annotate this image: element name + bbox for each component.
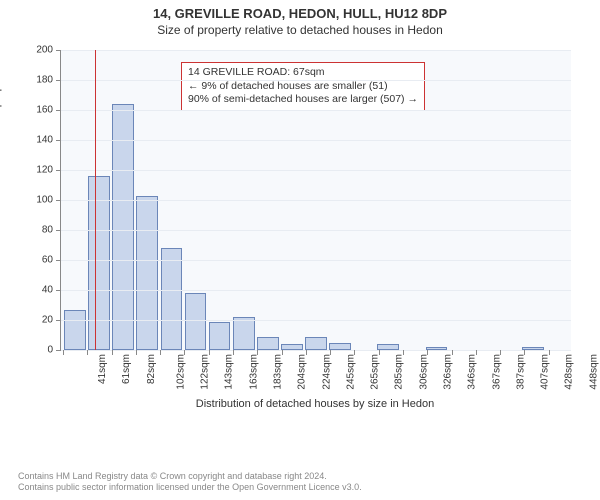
x-tick (452, 350, 453, 355)
x-tick (136, 350, 137, 355)
x-tick-label: 387sqm (515, 354, 526, 390)
x-tick (63, 350, 64, 355)
chart-container: Number of detached properties 14 GREVILL… (0, 40, 600, 420)
x-tick (549, 350, 550, 355)
x-tick-label: 61sqm (121, 354, 132, 384)
x-tick-label: 143sqm (224, 354, 235, 390)
x-tick-label: 224sqm (321, 354, 332, 390)
gridline-h (61, 110, 571, 111)
y-tick (56, 80, 61, 81)
gridline-h (61, 290, 571, 291)
y-tick-label: 200 (36, 45, 53, 56)
x-tick (306, 350, 307, 355)
y-tick-label: 120 (36, 165, 53, 176)
x-tick-label: 448sqm (588, 354, 599, 390)
annotation-line-1: 14 GREVILLE ROAD: 67sqm (188, 66, 418, 80)
x-tick (354, 350, 355, 355)
y-tick-label: 0 (47, 345, 53, 356)
histogram-bar (305, 337, 327, 351)
annotation-line-3: 90% of semi-detached houses are larger (… (188, 93, 418, 107)
x-tick-label: 204sqm (297, 354, 308, 390)
x-tick-label: 285sqm (394, 354, 405, 390)
y-tick (56, 170, 61, 171)
x-tick-label: 163sqm (248, 354, 259, 390)
gridline-h (61, 50, 571, 51)
x-axis-label: Distribution of detached houses by size … (60, 398, 570, 410)
y-tick (56, 200, 61, 201)
y-tick-label: 180 (36, 75, 53, 86)
x-tick (112, 350, 113, 355)
x-tick (87, 350, 88, 355)
x-tick (160, 350, 161, 355)
x-tick (476, 350, 477, 355)
y-tick (56, 140, 61, 141)
x-tick-label: 306sqm (418, 354, 429, 390)
footer-line-2: Contains public sector information licen… (18, 482, 362, 494)
footer-line-1: Contains HM Land Registry data © Crown c… (18, 471, 362, 483)
y-tick-label: 60 (42, 255, 53, 266)
x-tick-label: 367sqm (491, 354, 502, 390)
x-tick (524, 350, 525, 355)
histogram-bar (88, 176, 110, 350)
y-tick (56, 50, 61, 51)
histogram-bar (136, 196, 158, 351)
x-tick-label: 41sqm (97, 354, 108, 384)
gridline-h (61, 230, 571, 231)
x-tick (330, 350, 331, 355)
y-tick (56, 260, 61, 261)
y-tick-label: 100 (36, 195, 53, 206)
x-tick (403, 350, 404, 355)
y-tick-label: 80 (42, 225, 53, 236)
x-tick (233, 350, 234, 355)
y-tick-label: 160 (36, 105, 53, 116)
gridline-h (61, 170, 571, 171)
gridline-h (61, 320, 571, 321)
histogram-bar (209, 322, 231, 351)
x-tick-label: 346sqm (467, 354, 478, 390)
x-tick (282, 350, 283, 355)
chart-title-main: 14, GREVILLE ROAD, HEDON, HULL, HU12 8DP (0, 0, 600, 21)
histogram-bar (185, 293, 207, 350)
gridline-h (61, 80, 571, 81)
histogram-bar (161, 248, 183, 350)
y-tick (56, 230, 61, 231)
gridline-h (61, 350, 571, 351)
x-tick-label: 428sqm (564, 354, 575, 390)
gridline-h (61, 260, 571, 261)
histogram-bar (233, 317, 255, 350)
x-tick (427, 350, 428, 355)
histogram-bar (64, 310, 86, 351)
y-tick (56, 350, 61, 351)
plot-area: 14 GREVILLE ROAD: 67sqm ← 9% of detached… (60, 50, 571, 351)
x-tick-label: 122sqm (200, 354, 211, 390)
histogram-bar (329, 343, 351, 351)
x-tick (379, 350, 380, 355)
y-tick (56, 110, 61, 111)
x-tick (500, 350, 501, 355)
footer-attribution: Contains HM Land Registry data © Crown c… (18, 471, 362, 494)
x-tick (209, 350, 210, 355)
y-tick-label: 140 (36, 135, 53, 146)
x-tick-label: 265sqm (370, 354, 381, 390)
y-axis-label: Number of detached properties (0, 58, 2, 210)
y-tick (56, 290, 61, 291)
x-tick-label: 183sqm (273, 354, 284, 390)
x-tick-label: 82sqm (146, 354, 157, 384)
x-tick-label: 102sqm (175, 354, 186, 390)
marker-annotation: 14 GREVILLE ROAD: 67sqm ← 9% of detached… (181, 62, 425, 111)
gridline-h (61, 200, 571, 201)
property-marker-line (95, 50, 96, 350)
annotation-line-2: ← 9% of detached houses are smaller (51) (188, 80, 418, 94)
y-tick-label: 40 (42, 285, 53, 296)
histogram-bar (257, 337, 279, 351)
y-tick-label: 20 (42, 315, 53, 326)
y-tick (56, 320, 61, 321)
x-tick-label: 407sqm (540, 354, 551, 390)
x-tick-label: 245sqm (345, 354, 356, 390)
x-tick-label: 326sqm (443, 354, 454, 390)
gridline-h (61, 140, 571, 141)
x-tick (184, 350, 185, 355)
x-tick (257, 350, 258, 355)
chart-title-sub: Size of property relative to detached ho… (0, 21, 600, 37)
